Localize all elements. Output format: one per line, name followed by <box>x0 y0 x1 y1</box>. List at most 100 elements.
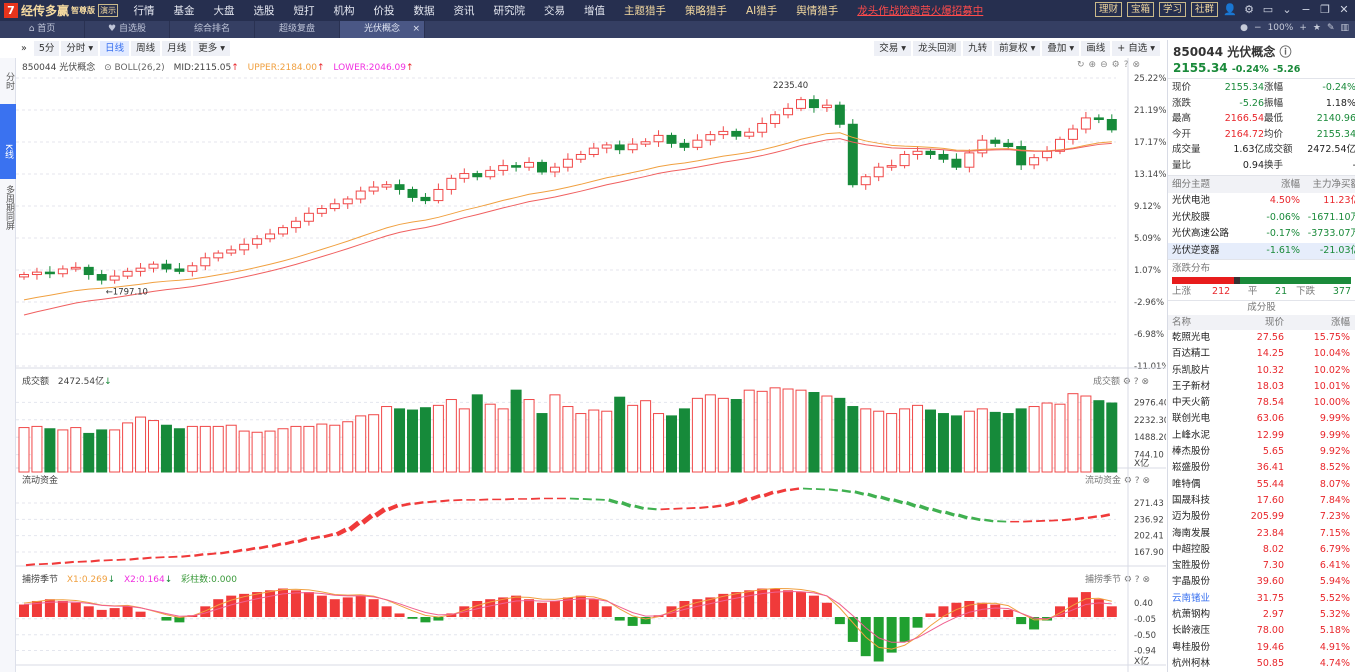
stock-row[interactable]: 宝胜股份 7.30 6.41% <box>1168 558 1355 574</box>
tab[interactable]: 光伏概念 × <box>340 21 425 38</box>
tab-close-icon[interactable]: × <box>412 24 420 34</box>
tab[interactable]: 超级复盘 <box>255 21 340 38</box>
candle-down <box>161 263 172 270</box>
tab[interactable]: ♥ 自选股 <box>85 21 170 38</box>
menu-item[interactable]: 基金 <box>173 5 195 17</box>
stock-row[interactable]: 乾照光电 27.56 15.75% <box>1168 330 1355 346</box>
user-icon[interactable]: 👤 <box>1223 3 1237 16</box>
settings-icon[interactable]: ⚙ <box>1111 60 1120 70</box>
refresh-icon[interactable]: ↻ <box>1077 60 1085 70</box>
menu-item[interactable]: 选股 <box>253 5 275 17</box>
theme-row[interactable]: 光伏电池 4.50% 11.23亿 <box>1168 193 1355 210</box>
top-button[interactable]: 宝箱 <box>1126 2 1154 17</box>
toolbar-button[interactable]: 九转 <box>963 41 993 56</box>
menu-item[interactable]: 龙头作战险跑营火爆招募中 <box>857 5 984 17</box>
close-icon[interactable]: ✕ <box>1339 3 1349 16</box>
restore-icon[interactable]: ❐ <box>1320 3 1330 16</box>
mode-multi-period[interactable]: 多周期同屏 <box>4 185 14 230</box>
mode-kline[interactable]: K线 <box>0 104 16 179</box>
chevron-down-icon[interactable]: ⌄ <box>1282 3 1292 16</box>
period-button[interactable]: 分时 ▾ <box>61 41 99 56</box>
kline-chart[interactable]: 25.22% 21.19% 17.17% 13.14% 9.12% 5.09% 1.07% -… <box>16 58 1166 672</box>
stock-row[interactable]: 中超控股 8.02 6.79% <box>1168 542 1355 558</box>
toolbar-button[interactable]: 画线 <box>1081 41 1111 56</box>
stock-row[interactable]: 宇晶股份 39.60 5.94% <box>1168 574 1355 590</box>
help-icon[interactable]: ? <box>1123 60 1129 70</box>
zoom-in-icon[interactable]: ⊕ <box>1088 60 1097 70</box>
pen-icon[interactable]: ✎ <box>1326 23 1335 33</box>
period-button[interactable]: 月线 <box>162 41 192 56</box>
menu-item[interactable]: AI猎手 <box>746 5 778 17</box>
stock-row[interactable]: 云南锗业 31.75 5.52% <box>1168 591 1355 607</box>
toolbar-button[interactable]: 龙头回测 <box>913 41 962 56</box>
menu-item[interactable]: 数据 <box>413 5 435 17</box>
toolbar-button[interactable]: 交易 ▾ <box>874 41 912 56</box>
stock-row[interactable]: 国晟科技 17.60 7.84% <box>1168 493 1355 509</box>
minimize-icon[interactable]: − <box>1301 3 1311 16</box>
stock-row[interactable]: 唯特偶 55.44 8.07% <box>1168 477 1355 493</box>
catch-bar-red <box>821 602 832 617</box>
stock-row[interactable]: 杭州柯林 50.85 4.74% <box>1168 656 1355 672</box>
period-button[interactable]: 更多 ▾ <box>193 41 230 56</box>
stock-row[interactable]: 百达精工 14.25 10.04% <box>1168 346 1355 362</box>
toolbar-button[interactable]: 前复权 ▾ <box>994 41 1041 56</box>
stock-row[interactable]: 迈为股份 205.99 7.23% <box>1168 509 1355 525</box>
menu-item[interactable]: 交易 <box>544 5 565 17</box>
menu-item[interactable]: 增值 <box>584 5 605 17</box>
toolbar-button[interactable]: + 自选 ▾ <box>1112 41 1160 56</box>
up-down-distribution: 涨跌分布 上涨 212 平 21 下跌 377 <box>1168 259 1355 300</box>
zoom-out-icon[interactable]: ⊖ <box>1100 60 1108 70</box>
stock-row[interactable]: 长龄液压 78.00 5.18% <box>1168 623 1355 639</box>
stock-row[interactable]: 乐凯胶片 10.32 10.02% <box>1168 363 1355 379</box>
demo-badge[interactable]: 演示 <box>98 4 119 17</box>
period-button[interactable]: 日线 <box>100 41 130 56</box>
star-icon[interactable]: ★ <box>1312 23 1321 33</box>
tab[interactable]: 综合排名 <box>170 21 255 38</box>
menu-item[interactable]: 研究院 <box>493 5 526 17</box>
candle-up <box>1080 117 1091 130</box>
period-button[interactable]: 周线 <box>131 41 161 56</box>
stock-row[interactable]: 杭萧钢构 2.97 5.32% <box>1168 607 1355 623</box>
stock-row[interactable]: 粤桂股份 19.46 4.91% <box>1168 640 1355 656</box>
period-button[interactable]: 5分 <box>33 41 60 56</box>
gear-icon[interactable]: ⚙ <box>1244 3 1254 16</box>
stock-row[interactable]: 崧盛股份 36.41 8.52% <box>1168 460 1355 476</box>
theme-net-buy: -1671.10万 <box>1307 211 1355 223</box>
theme-row[interactable]: 光伏胶膜 -0.06% -1671.10万 <box>1168 210 1355 227</box>
menu-item[interactable]: 主题猎手 <box>624 5 666 17</box>
stock-row[interactable]: 上峰水泥 12.99 9.99% <box>1168 428 1355 444</box>
menu-item[interactable]: 大盘 <box>213 5 235 17</box>
layout-icon[interactable]: ▥ <box>1340 23 1349 33</box>
theme-row[interactable]: 光伏高速公路 -0.17% -3733.07万 <box>1168 226 1355 243</box>
stock-row[interactable]: 中天火箭 78.54 10.00% <box>1168 395 1355 411</box>
top-button[interactable]: 学习 <box>1158 2 1186 17</box>
stock-row[interactable]: 联创光电 63.06 9.99% <box>1168 411 1355 427</box>
tab[interactable]: ⌂ 首页 <box>0 21 85 38</box>
boll-lower-line <box>23 138 1112 316</box>
zoom-out-button[interactable]: − <box>1254 23 1262 33</box>
theme-row[interactable]: 光伏逆变器 -1.61% -21.03亿 <box>1168 242 1355 259</box>
menu-item[interactable]: 资讯 <box>453 5 475 17</box>
indicator-select[interactable]: ⊙ BOLL(26,2) <box>104 63 165 73</box>
stock-cell: 23.84 <box>1256 527 1284 539</box>
fund-segment <box>712 504 722 509</box>
menu-item[interactable]: 短打 <box>293 5 315 17</box>
menu-item[interactable]: 行情 <box>133 5 155 17</box>
zoom-in-button[interactable]: + <box>1299 23 1307 33</box>
menu-item[interactable]: 机构 <box>333 5 355 17</box>
mode-intraday[interactable]: 分时 <box>4 72 14 90</box>
top-button[interactable]: 社群 <box>1190 2 1218 17</box>
menu-item[interactable]: 策略猎手 <box>685 5 727 17</box>
toolbar-button[interactable]: 叠加 ▾ <box>1042 41 1080 56</box>
stock-row[interactable]: 棒杰股份 5.65 9.92% <box>1168 444 1355 460</box>
window-icon[interactable]: ▭ <box>1262 3 1274 16</box>
close-icon[interactable]: ⊗ <box>1132 60 1141 70</box>
menu-item[interactable]: 价投 <box>373 5 395 17</box>
info-icon[interactable]: ⓘ <box>1279 45 1292 59</box>
collapse-icon[interactable]: » <box>21 43 27 54</box>
menu-item[interactable]: 舆情猎手 <box>796 5 839 17</box>
stock-row[interactable]: 海南发展 23.84 7.15% <box>1168 526 1355 542</box>
info-icon[interactable]: ● <box>1240 23 1249 33</box>
stock-row[interactable]: 王子新材 18.03 10.01% <box>1168 379 1355 395</box>
top-button[interactable]: 理财 <box>1094 2 1122 17</box>
